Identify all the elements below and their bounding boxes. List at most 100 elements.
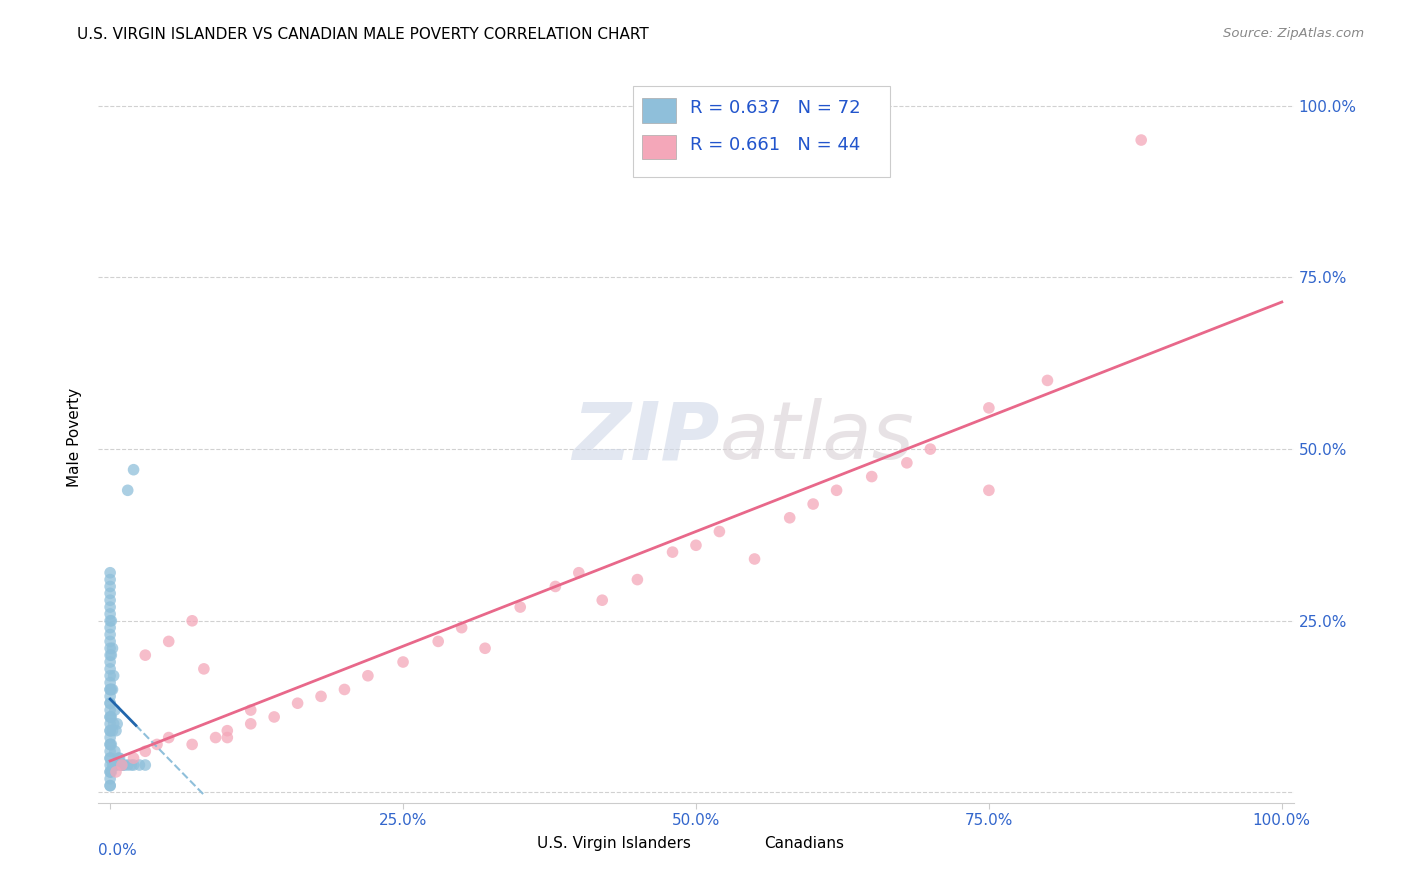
Point (157, 731, 180, 745)
Point (98, 696, 121, 710)
Point (977, 401, 1000, 415)
Text: R = 0.637   N = 72: R = 0.637 N = 72 (690, 99, 860, 117)
Point (108, 751, 131, 765)
Point (103, 669, 125, 683)
Text: ZIP: ZIP (572, 398, 720, 476)
Point (98, 648, 121, 662)
Point (287, 696, 309, 710)
Point (105, 723, 128, 738)
FancyBboxPatch shape (633, 86, 890, 178)
FancyBboxPatch shape (733, 829, 758, 858)
Point (98, 723, 121, 738)
Point (98, 600, 121, 615)
Point (217, 723, 239, 738)
Point (239, 716, 262, 731)
Point (122, 463, 145, 477)
Point (333, 682, 356, 697)
Point (98, 779, 121, 793)
Point (98, 738, 121, 752)
Point (98, 655, 121, 669)
Point (98, 669, 121, 683)
Point (117, 483, 139, 498)
Point (98, 675, 121, 690)
Text: Canadians: Canadians (763, 836, 844, 851)
Point (101, 682, 124, 697)
Point (825, 483, 848, 498)
Point (204, 731, 226, 745)
Point (1130, 133, 1153, 147)
Point (103, 716, 125, 731)
Point (98, 772, 121, 786)
Point (977, 483, 1000, 498)
Point (591, 593, 613, 607)
Point (744, 552, 766, 566)
Point (100, 682, 122, 697)
Point (134, 648, 156, 662)
Point (239, 703, 262, 717)
Point (801, 497, 824, 511)
Point (111, 758, 134, 772)
Text: 0.0%: 0.0% (98, 843, 138, 858)
Point (309, 690, 332, 704)
Point (568, 566, 591, 580)
Point (98, 764, 121, 779)
Point (122, 751, 145, 765)
Point (626, 573, 648, 587)
Point (98, 634, 121, 648)
Point (661, 545, 683, 559)
Text: R = 0.661   N = 44: R = 0.661 N = 44 (690, 136, 860, 153)
FancyBboxPatch shape (643, 98, 676, 122)
Point (98, 573, 121, 587)
Point (263, 710, 285, 724)
Point (104, 744, 127, 758)
Point (98, 751, 121, 765)
Point (98, 621, 121, 635)
Point (181, 614, 204, 628)
Point (544, 579, 567, 593)
Point (100, 710, 122, 724)
Point (779, 510, 801, 524)
Point (100, 738, 122, 752)
Point (98, 731, 121, 745)
Point (357, 669, 380, 683)
Point (112, 758, 135, 772)
Point (105, 764, 128, 779)
Point (134, 744, 156, 758)
Point (98, 682, 121, 697)
Point (101, 758, 124, 772)
Point (103, 758, 125, 772)
Point (181, 738, 204, 752)
Text: U.S. Virgin Islanders: U.S. Virgin Islanders (537, 836, 690, 851)
Point (1036, 373, 1059, 387)
Point (105, 716, 128, 731)
Point (104, 703, 127, 717)
Point (392, 655, 415, 669)
Point (98, 764, 121, 779)
Point (117, 758, 139, 772)
Point (98, 627, 121, 641)
Point (128, 758, 150, 772)
Point (709, 524, 731, 539)
Point (98, 662, 121, 676)
Point (98, 744, 121, 758)
Point (110, 758, 132, 772)
Point (98, 682, 121, 697)
Point (98, 779, 121, 793)
FancyBboxPatch shape (643, 135, 676, 159)
Point (98, 607, 121, 621)
Point (896, 456, 918, 470)
Point (98, 641, 121, 656)
Point (98, 690, 121, 704)
Point (122, 758, 145, 772)
Point (111, 758, 134, 772)
Point (98, 723, 121, 738)
Point (101, 641, 124, 656)
Point (98, 703, 121, 717)
Point (98, 710, 121, 724)
Point (98, 586, 121, 600)
Point (98, 716, 121, 731)
Point (98, 579, 121, 593)
Point (98, 593, 121, 607)
Point (98, 696, 121, 710)
Point (157, 634, 180, 648)
